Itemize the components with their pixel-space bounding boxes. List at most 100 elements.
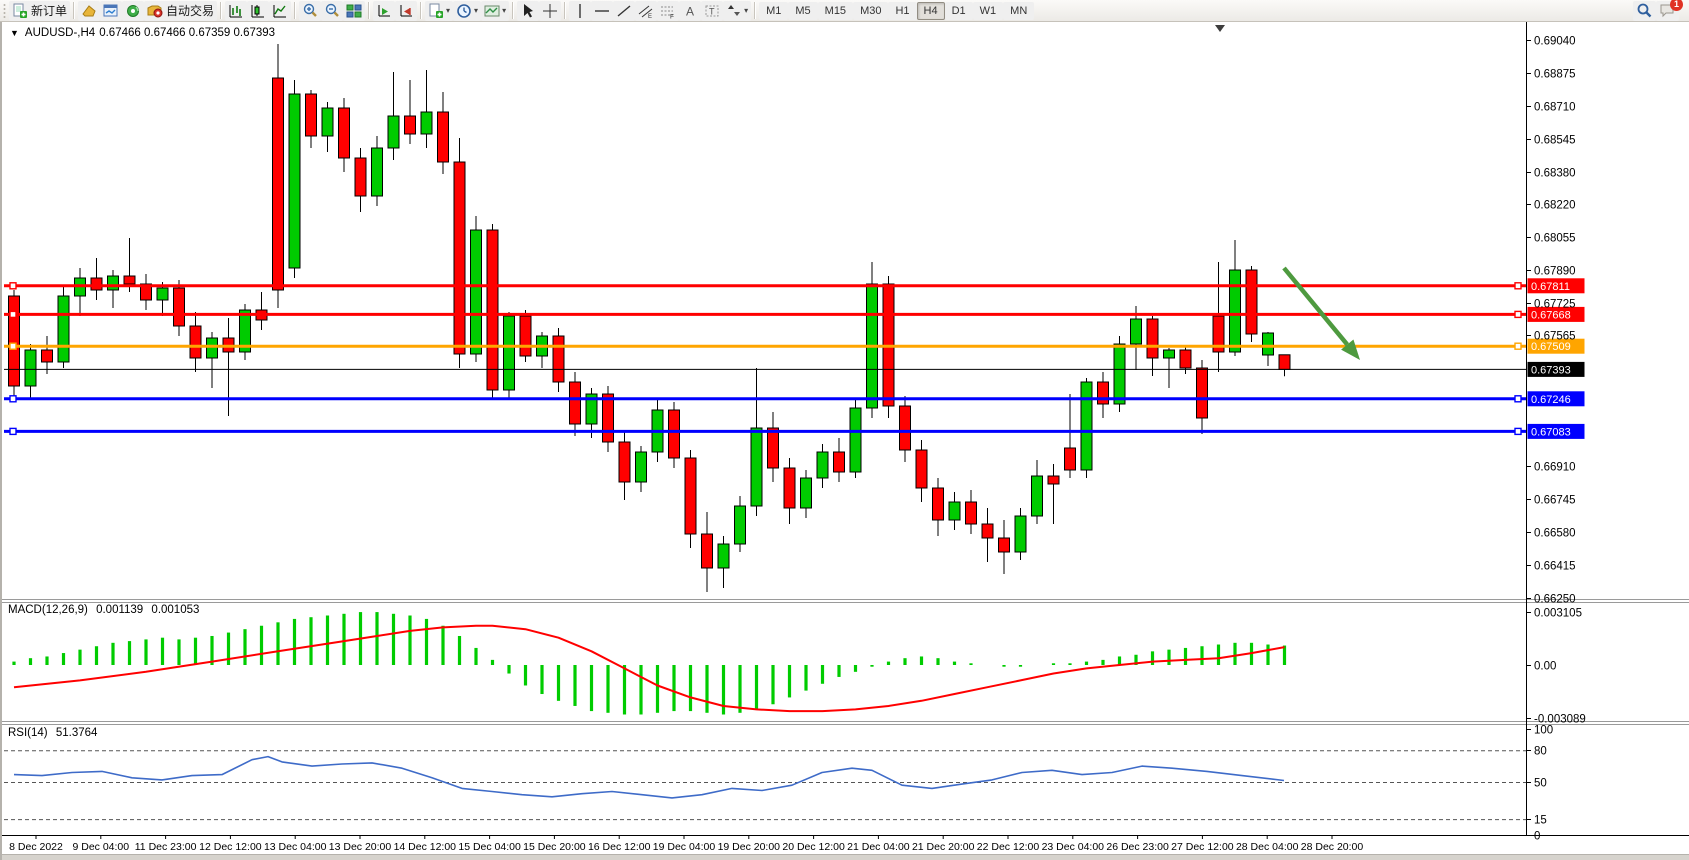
- equidistant-channel-button[interactable]: E: [635, 0, 658, 21]
- cursor-button[interactable]: [517, 0, 540, 21]
- fibonacci-button[interactable]: F: [657, 0, 680, 21]
- svg-text:0.69040: 0.69040: [1534, 36, 1576, 48]
- auto-scroll-button[interactable]: [373, 0, 396, 21]
- symbol-period: AUDUSD-,H4: [24, 27, 96, 39]
- auto-trading-button[interactable]: 自动交易: [144, 0, 218, 21]
- svg-text:28 Dec 04:00: 28 Dec 04:00: [1236, 841, 1299, 853]
- arrows-button[interactable]: ▾: [723, 0, 752, 21]
- timeframe-mn[interactable]: MN: [1003, 1, 1035, 20]
- timeframe-h4[interactable]: H4: [916, 1, 945, 20]
- chart-title: ▼ AUDUSD-,H4 0.67466 0.67466 0.67359 0.6…: [10, 27, 279, 39]
- timeframe-m30[interactable]: M30: [853, 1, 889, 20]
- separator: [294, 2, 297, 19]
- separator: [73, 2, 76, 19]
- dropdown-caret-icon: ▾: [744, 6, 749, 15]
- templates-button[interactable]: ▾: [481, 0, 510, 21]
- zoom-out-icon: [324, 3, 340, 19]
- timeframe-d1[interactable]: D1: [944, 1, 973, 20]
- notifications-button[interactable]: 1: [1656, 0, 1683, 21]
- auto-scroll-icon: [376, 3, 392, 19]
- new-order-button[interactable]: 新订单: [9, 0, 71, 21]
- chart-shift-icon: [398, 3, 414, 19]
- market-watch-icon: [103, 3, 119, 19]
- svg-text:20 Dec 12:00: 20 Dec 12:00: [782, 841, 845, 853]
- svg-text:9 Dec 04:00: 9 Dec 04:00: [72, 841, 129, 853]
- trendline-icon: [616, 3, 632, 19]
- svg-text:50: 50: [1534, 778, 1547, 790]
- svg-text:0.66910: 0.66910: [1534, 462, 1576, 474]
- svg-text:22 Dec 12:00: 22 Dec 12:00: [977, 841, 1040, 853]
- indicator-panels: [4, 612, 1526, 821]
- svg-text:0.67668: 0.67668: [1531, 309, 1571, 321]
- annotations: [1215, 25, 1360, 360]
- svg-text:0.68710: 0.68710: [1534, 102, 1576, 114]
- panel-separators: [2, 599, 1689, 725]
- navigator-button[interactable]: [122, 0, 145, 21]
- text-button[interactable]: A: [679, 0, 702, 21]
- text-label-button[interactable]: T: [701, 0, 724, 21]
- rsi-name: RSI(14): [8, 727, 48, 739]
- svg-text:0.68875: 0.68875: [1534, 69, 1576, 81]
- svg-text:16 Dec 12:00: 16 Dec 12:00: [588, 841, 651, 853]
- dropdown-caret-icon: ▾: [502, 6, 507, 15]
- svg-text:0.67811: 0.67811: [1531, 281, 1570, 293]
- dropdown-caret-icon: ▾: [474, 6, 479, 15]
- trendline-button[interactable]: [613, 0, 636, 21]
- separator: [512, 2, 515, 19]
- svg-text:0.67890: 0.67890: [1534, 266, 1576, 278]
- svg-text:0.68055: 0.68055: [1534, 233, 1576, 245]
- timeframe-m15[interactable]: M15: [817, 1, 854, 20]
- svg-text:0.66745: 0.66745: [1534, 495, 1576, 507]
- auto-trading-icon: [147, 3, 163, 19]
- separator: [564, 2, 567, 19]
- timeframe-m5[interactable]: M5: [788, 1, 818, 20]
- line-chart-mode-button[interactable]: [269, 0, 292, 21]
- crosshair-button[interactable]: [539, 0, 562, 21]
- text-label-icon: T: [704, 3, 720, 19]
- zoom-in-button[interactable]: [299, 0, 322, 21]
- arrows-icon: [726, 3, 742, 19]
- equidistant-channel-icon: E: [638, 3, 654, 19]
- svg-text:-0.003089: -0.003089: [1534, 714, 1586, 726]
- periods-button[interactable]: ▾: [453, 0, 482, 21]
- line-chart-icon: [272, 3, 288, 19]
- svg-text:13 Dec 20:00: 13 Dec 20:00: [329, 841, 392, 853]
- timeframe-h1[interactable]: H1: [888, 1, 917, 20]
- svg-text:0.67083: 0.67083: [1531, 426, 1571, 438]
- bar-chart-mode-button[interactable]: [225, 0, 248, 21]
- tile-windows-icon: [346, 3, 362, 19]
- macd-value-signal: 0.001053: [151, 604, 200, 616]
- svg-text:26 Dec 23:00: 26 Dec 23:00: [1106, 841, 1169, 853]
- chart-canvas[interactable]: 0.67811 0.67668 0.67509 0.67393 0.67246 0.670…: [2, 22, 1689, 855]
- search-button[interactable]: [1633, 0, 1656, 21]
- svg-text:0.68380: 0.68380: [1534, 168, 1576, 180]
- chart-menu-icon[interactable]: ▼: [10, 28, 19, 38]
- cursor-icon: [520, 3, 536, 19]
- timeframe-m1[interactable]: M1: [759, 1, 789, 20]
- market-watch-button[interactable]: [100, 0, 123, 21]
- svg-text:F: F: [670, 13, 674, 19]
- svg-text:0.67246: 0.67246: [1531, 394, 1571, 406]
- svg-text:15 Dec 04:00: 15 Dec 04:00: [458, 841, 521, 853]
- svg-text:0.66250: 0.66250: [1534, 594, 1576, 606]
- tile-windows-button[interactable]: [343, 0, 366, 21]
- template-icon: [484, 3, 500, 19]
- chart-shift-button[interactable]: [395, 0, 418, 21]
- svg-text:A: A: [686, 4, 694, 18]
- vertical-line-button[interactable]: [569, 0, 592, 21]
- charts-profile-button[interactable]: [78, 0, 101, 21]
- candlestick-mode-button[interactable]: [247, 0, 270, 21]
- new-chart-button[interactable]: ▾: [425, 0, 454, 21]
- dropdown-caret-icon: ▾: [446, 6, 451, 15]
- horizontal-line-button[interactable]: [591, 0, 614, 21]
- zoom-out-button[interactable]: [321, 0, 344, 21]
- svg-text:8 Dec 2022: 8 Dec 2022: [9, 841, 63, 853]
- timeframe-w1[interactable]: W1: [972, 1, 1004, 20]
- separator: [220, 2, 223, 19]
- svg-text:E: E: [648, 14, 652, 19]
- toolbar-grip: [3, 3, 6, 18]
- zoom-in-icon: [302, 3, 318, 19]
- new-order-label: 新订单: [31, 4, 68, 18]
- svg-text:12 Dec 12:00: 12 Dec 12:00: [199, 841, 262, 853]
- toolbar-right-group: 1: [1633, 0, 1687, 21]
